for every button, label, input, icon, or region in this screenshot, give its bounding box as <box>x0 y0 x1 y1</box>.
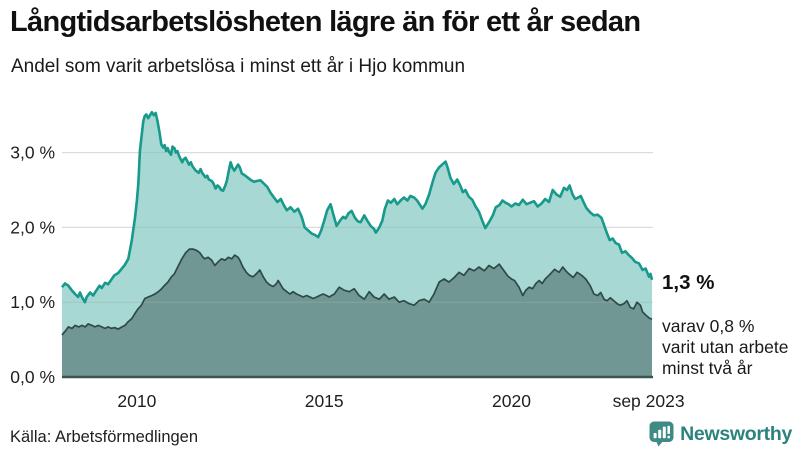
series-two-years-line <box>61 248 653 336</box>
area-chart: 3,0 % 2,0 % 1,0 % 0,0 % 2010 2015 2020 s… <box>10 110 788 411</box>
y-tick-3: 3,0 % <box>10 143 55 163</box>
y-tick-1: 1,0 % <box>10 292 55 312</box>
gridlines-overlay <box>62 152 653 303</box>
gridlines <box>62 152 653 303</box>
page-title: Långtidsarbetslösheten lägre än för ett … <box>10 6 641 38</box>
page-subtitle: Andel som varit arbetslösa i minst ett å… <box>11 56 466 77</box>
newsworthy-icon <box>649 421 674 447</box>
x-tick-sep-2023: sep 2023 <box>613 391 685 411</box>
y-tick-0: 0,0 % <box>10 367 55 387</box>
series-total-area <box>62 112 652 377</box>
annotation-line-1: varav 0,8 % <box>662 316 754 336</box>
x-tick-2015: 2015 <box>305 391 344 411</box>
x-tick-2010: 2010 <box>117 391 156 411</box>
annotation-line-2: varit utan arbete <box>662 337 788 357</box>
newsworthy-wordmark: Newsworthy <box>680 422 792 445</box>
newsworthy-logo[interactable]: Newsworthy <box>649 421 792 447</box>
series-total-line <box>60 110 654 304</box>
end-value-label: 1,3 % <box>662 271 714 294</box>
y-tick-2: 2,0 % <box>10 217 55 237</box>
x-tick-2020: 2020 <box>492 391 531 411</box>
annotation-line-3: minst två år <box>662 358 753 378</box>
source-label: Källa: Arbetsförmedlingen <box>10 428 199 446</box>
series-two-years-area <box>62 249 652 377</box>
